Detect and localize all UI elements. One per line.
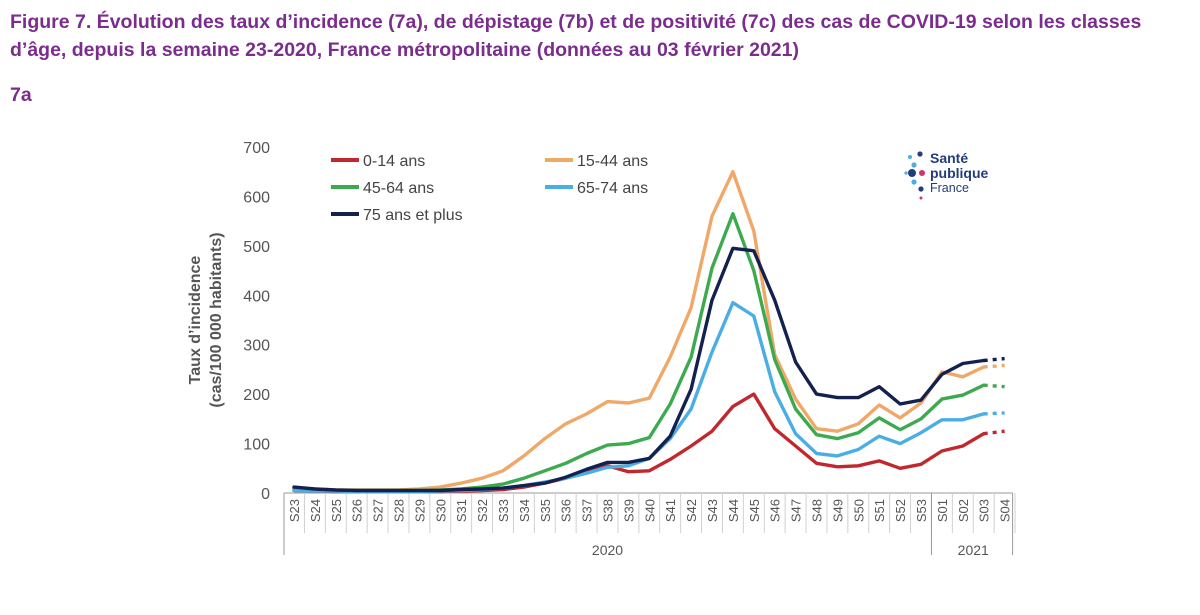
figure-title: Figure 7. Évolution des taux d’incidence… bbox=[10, 11, 1142, 61]
x-tick-label: S51 bbox=[872, 499, 887, 522]
x-tick-label: S26 bbox=[350, 499, 365, 522]
legend-label: 15-44 ans bbox=[577, 153, 648, 170]
y-tick-label: 300 bbox=[243, 338, 270, 355]
y-tick-label: 700 bbox=[243, 140, 270, 157]
x-tick-label: S36 bbox=[559, 499, 574, 522]
x-tick-label: S35 bbox=[538, 499, 553, 522]
x-tick-label: S34 bbox=[517, 499, 532, 522]
x-tick-label: S01 bbox=[935, 499, 950, 522]
x-tick-label: S44 bbox=[726, 499, 741, 522]
x-tick-label: S50 bbox=[851, 499, 866, 522]
x-tick-label: S04 bbox=[998, 499, 1013, 522]
x-axis-year-groups: 2020 2021 bbox=[592, 493, 989, 558]
series-line-provisional bbox=[983, 356, 1005, 363]
series-line-provisional bbox=[983, 429, 1005, 436]
y-axis-title: Taux d’incidence (cas/100 000 habitants) bbox=[187, 232, 225, 407]
x-tick-label: S52 bbox=[893, 499, 908, 522]
series-line-provisional bbox=[983, 383, 1005, 389]
y-tick-label: 500 bbox=[243, 239, 270, 256]
x-tick-label: S48 bbox=[810, 499, 825, 522]
series-line-provisional bbox=[983, 363, 1005, 369]
x-tick-label: S47 bbox=[789, 499, 804, 522]
legend-label: 45-64 ans bbox=[363, 180, 434, 197]
y-tick-label: 600 bbox=[243, 189, 270, 206]
series-line bbox=[292, 211, 986, 493]
legend-label: 75 ans et plus bbox=[363, 207, 463, 224]
x-tick-label: S41 bbox=[663, 499, 678, 522]
series-line-provisional bbox=[983, 411, 1005, 416]
panel-label: 7a bbox=[10, 84, 32, 106]
x-tick-label: S49 bbox=[830, 499, 845, 522]
x-tick-label: S27 bbox=[371, 499, 386, 522]
x-tick-label: S40 bbox=[642, 499, 657, 522]
logo-line-1: Santé bbox=[930, 150, 969, 166]
x-tick-label: S29 bbox=[412, 499, 427, 522]
legend-label: 0-14 ans bbox=[363, 153, 425, 170]
sante-publique-france-logo: Santé publique France bbox=[902, 146, 1012, 202]
x-tick-label: S32 bbox=[475, 499, 490, 522]
x-tick-label: S25 bbox=[329, 499, 344, 522]
x-year-label: 2020 bbox=[592, 542, 623, 558]
y-tick-label: 100 bbox=[243, 437, 270, 454]
x-tick-label: S39 bbox=[621, 499, 636, 522]
y-axis-label-line: (cas/100 000 habitants) bbox=[208, 232, 225, 407]
x-tick-label: S37 bbox=[580, 499, 595, 522]
x-tick-label: S45 bbox=[747, 499, 762, 522]
legend: 0-14 ans 15-44 ans 45-64 ans 65-74 ans 75 an… bbox=[331, 153, 648, 224]
y-tick-label: 0 bbox=[261, 486, 270, 503]
legend-label: 65-74 ans bbox=[577, 180, 648, 197]
x-tick-label: S31 bbox=[454, 499, 469, 522]
x-tick-label: S53 bbox=[914, 499, 929, 522]
x-year-label: 2021 bbox=[958, 542, 989, 558]
series-line bbox=[292, 301, 986, 494]
x-axis-ticks: S23 S24 S25 S26 S27 S28 S29 S30 S31 S32 S33 S34 S35 S… bbox=[287, 493, 1016, 533]
y-tick-label: 400 bbox=[243, 288, 270, 305]
series-lines bbox=[292, 169, 1005, 494]
y-axis-ticks: 0 100 200 300 400 500 600 700 bbox=[243, 140, 270, 503]
x-tick-label: S23 bbox=[287, 499, 302, 522]
series-line bbox=[292, 246, 986, 493]
x-tick-label: S42 bbox=[684, 499, 699, 522]
series-line bbox=[292, 392, 986, 494]
x-tick-label: S24 bbox=[308, 499, 323, 522]
logo-dots-icon bbox=[904, 151, 925, 200]
x-tick-label: S43 bbox=[705, 499, 720, 522]
y-tick-label: 200 bbox=[243, 387, 270, 404]
x-tick-label: S38 bbox=[601, 499, 616, 522]
logo-line-2: publique bbox=[930, 165, 989, 181]
logo-line-3: France bbox=[930, 181, 969, 195]
x-tick-label: S03 bbox=[977, 499, 992, 522]
y-axis-label-line: Taux d’incidence bbox=[187, 256, 204, 385]
x-tick-label: S02 bbox=[956, 499, 971, 522]
x-tick-label: S46 bbox=[768, 499, 783, 522]
x-tick-label: S28 bbox=[392, 499, 407, 522]
logo-text: Santé publique France bbox=[930, 151, 988, 196]
y-axis-label: Taux d’incidence (cas/100 000 habitants) bbox=[187, 232, 225, 407]
x-tick-label: S33 bbox=[496, 499, 511, 522]
x-tick-label: S30 bbox=[433, 499, 448, 522]
